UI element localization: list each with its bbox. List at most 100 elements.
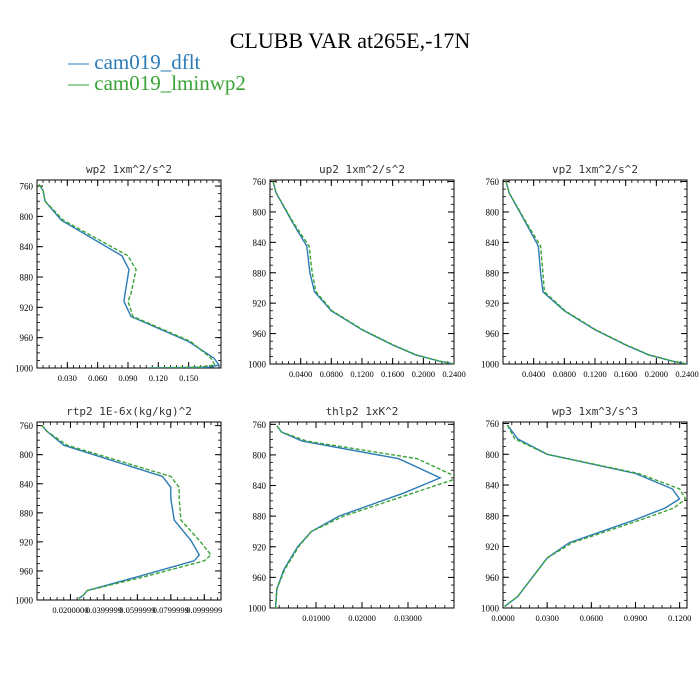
- series-line-lminwp2: [505, 181, 687, 364]
- y-tick-label: 1000: [15, 596, 34, 606]
- legend-label-lminwp2: cam019_lminwp2: [94, 71, 246, 95]
- x-tick-label: 0.060: [88, 373, 107, 383]
- panel-title: up2 1xm^2/s^2: [319, 163, 405, 176]
- x-tick-label: 0.0800: [553, 369, 576, 379]
- x-tick-label: 0.03000: [394, 613, 422, 623]
- x-tick-label: 0.1600: [614, 369, 637, 379]
- y-tick-label: 960: [486, 329, 500, 339]
- y-tick-label: 880: [253, 268, 267, 278]
- y-tick-label: 1000: [248, 360, 267, 370]
- y-tick-label: 800: [253, 207, 267, 217]
- panel-title: rtp2 1E-6x(kg/kg)^2: [66, 405, 192, 418]
- y-tick-label: 800: [486, 450, 500, 460]
- y-tick-label: 760: [20, 421, 34, 431]
- panel-title: wp2 1xm^2/s^2: [86, 163, 172, 176]
- panel-2: vp2 1xm^2/s^2 760 800 840 880 920 960 1000 0.040…: [481, 163, 699, 379]
- y-tick-label: 960: [20, 566, 34, 576]
- y-tick-label: 1000: [248, 604, 267, 614]
- series-line-dflt: [274, 425, 442, 608]
- y-tick-label: 880: [253, 512, 267, 522]
- series-line-dflt: [272, 181, 454, 364]
- x-tick-label: 0.0200000: [52, 605, 88, 615]
- y-tick-label: 840: [486, 238, 500, 248]
- x-tick-label: 0.2400: [675, 369, 698, 379]
- y-tick-label: 880: [486, 511, 500, 521]
- x-tick-label: 0.02000: [348, 613, 376, 623]
- series-line-lminwp2: [38, 184, 217, 368]
- legend-label-dflt: cam019_dflt: [94, 50, 201, 74]
- legend-dash-dflt: —: [68, 50, 89, 74]
- y-tick-label: 920: [486, 299, 500, 309]
- y-tick-label: 800: [20, 212, 34, 222]
- plot-frame: [269, 179, 455, 365]
- x-tick-label: 0.0399999: [86, 605, 122, 615]
- x-tick-label: 0.2000: [412, 369, 435, 379]
- y-tick-label: 960: [253, 573, 267, 583]
- y-tick-label: 760: [486, 419, 500, 429]
- x-tick-label: 0.1200: [350, 369, 373, 379]
- x-tick-label: 0.0999999: [186, 605, 222, 615]
- x-tick-label: 0.090: [118, 373, 137, 383]
- plot-frame: [502, 421, 688, 609]
- y-tick-label: 920: [20, 537, 34, 547]
- plot-frame: [36, 179, 222, 369]
- x-tick-label: 0.030: [58, 373, 77, 383]
- panel-0: wp2 1xm^2/s^2 760 800 840 880 920 960 1000 0.030…: [15, 163, 222, 383]
- y-tick-label: 920: [253, 542, 267, 552]
- panel-4: thlp2 1xK^2 760 800 840 880 920 960 1000 0.01000…: [248, 405, 455, 623]
- panel-3: rtp2 1E-6x(kg/kg)^2 760 800 840 880 920 960 100…: [15, 405, 222, 615]
- y-tick-label: 920: [20, 303, 34, 313]
- panel-title: vp2 1xm^2/s^2: [552, 163, 638, 176]
- y-tick-label: 920: [486, 542, 500, 552]
- legend-entry-lminwp2: — cam019_lminwp2: [68, 71, 246, 96]
- y-tick-label: 760: [486, 177, 500, 187]
- y-tick-label: 760: [20, 182, 34, 192]
- series-line-dflt: [505, 181, 687, 364]
- x-tick-label: 0.2000: [645, 369, 668, 379]
- chart-title: CLUBB VAR at265E,-17N: [229, 28, 471, 53]
- y-tick-label: 760: [253, 177, 267, 187]
- y-tick-label: 800: [20, 450, 34, 460]
- x-tick-label: 0.0400: [289, 369, 312, 379]
- y-tick-label: 880: [20, 273, 34, 283]
- y-tick-label: 960: [20, 333, 34, 343]
- x-tick-label: 0.0600: [580, 613, 603, 623]
- x-tick-label: 0.0400: [522, 369, 545, 379]
- x-tick-label: 0.0300: [535, 613, 558, 623]
- y-tick-label: 800: [253, 450, 267, 460]
- x-tick-label: 0.1200: [668, 613, 691, 623]
- y-tick-label: 840: [20, 242, 34, 252]
- series-line-lminwp2: [41, 425, 212, 600]
- x-tick-label: 0.2400: [442, 369, 465, 379]
- legend-dash-lminwp2: —: [68, 71, 89, 95]
- x-tick-label: 0.0799999: [153, 605, 189, 615]
- y-tick-label: 840: [253, 238, 267, 248]
- y-tick-label: 1000: [481, 360, 500, 370]
- x-tick-label: 0.0000: [491, 613, 514, 623]
- series-line-lminwp2: [274, 425, 454, 608]
- y-tick-label: 840: [486, 481, 500, 491]
- series-line-lminwp2: [272, 181, 454, 364]
- y-tick-label: 840: [253, 481, 267, 491]
- legend-entry-dflt: — cam019_dflt: [68, 50, 200, 75]
- plot-frame: [36, 421, 222, 601]
- panel-title: thlp2 1xK^2: [326, 405, 399, 418]
- panel-5: wp3 1xm^3/s^3 760 800 840 880 920 960 10000.000…: [481, 405, 691, 623]
- panel-title: wp3 1xm^3/s^3: [552, 405, 638, 418]
- y-tick-label: 760: [253, 420, 267, 430]
- series-line-lminwp2: [504, 424, 687, 608]
- x-tick-label: 0.0599999: [119, 605, 155, 615]
- x-tick-label: 0.150: [179, 373, 198, 383]
- series-line-dflt: [38, 184, 221, 368]
- y-tick-label: 880: [20, 508, 34, 518]
- x-tick-label: 0.0800: [320, 369, 343, 379]
- y-tick-label: 960: [253, 329, 267, 339]
- y-tick-label: 920: [253, 299, 267, 309]
- plot-frame: [502, 179, 688, 365]
- x-tick-label: 0.01000: [302, 613, 330, 623]
- x-tick-label: 0.1600: [381, 369, 404, 379]
- x-tick-label: 0.120: [149, 373, 168, 383]
- panel-1: up2 1xm^2/s^2 760 800 840 880 920 960 1000 0.040…: [248, 163, 466, 379]
